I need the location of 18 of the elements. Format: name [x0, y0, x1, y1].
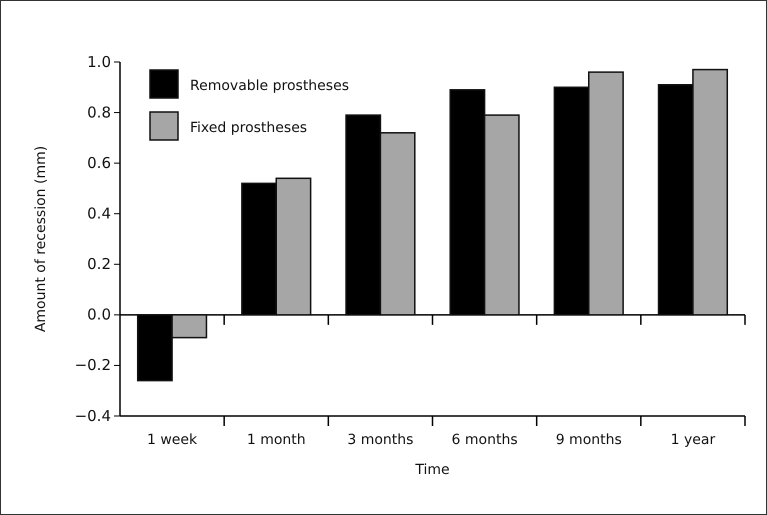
y-axis-title: Amount of recession (mm) — [33, 146, 49, 332]
y-tick-label: 0.2 — [87, 255, 111, 274]
x-tick-label: 1 month — [246, 432, 306, 448]
y-tick-label: 0.0 — [87, 306, 111, 324]
x-axis-title: Time — [414, 462, 450, 478]
x-tick-label: 6 months — [452, 432, 518, 448]
x-tick-label: 3 months — [347, 432, 414, 448]
y-tick-label: 1.0 — [87, 52, 111, 71]
y-tick-label: 0.8 — [87, 103, 111, 122]
x-tick-label: 9 months — [556, 432, 622, 448]
y-tick-label: 0.4 — [87, 204, 111, 223]
y-tick-label: −0.2 — [74, 356, 111, 374]
y-tick-label: −0.4 — [74, 406, 111, 425]
legend-label: Fixed prostheses — [190, 120, 308, 136]
y-tick-label: 0.6 — [87, 154, 111, 172]
x-tick-label: 1 week — [147, 432, 198, 448]
x-tick-label: 1 year — [670, 432, 716, 448]
legend-label: Removable prostheses — [190, 78, 349, 94]
